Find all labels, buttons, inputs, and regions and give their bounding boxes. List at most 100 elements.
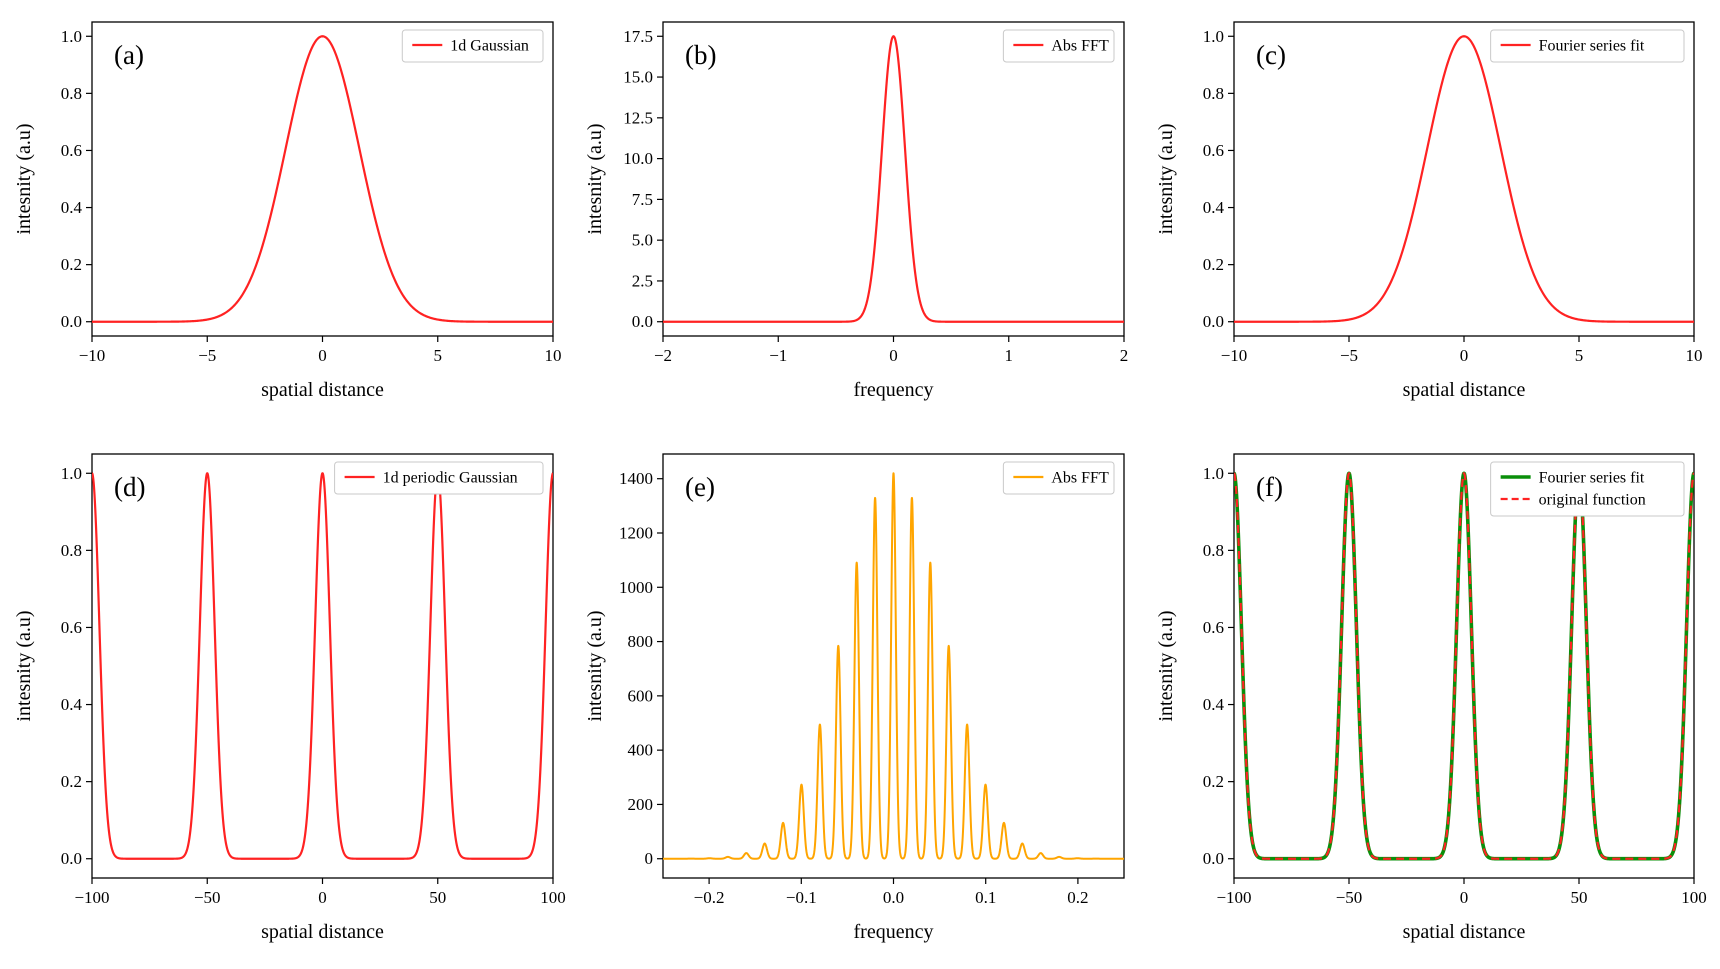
y-tick-label: 200 <box>628 795 654 814</box>
x-tick-label: 0 <box>1460 346 1469 365</box>
panel-d: −100 −50 0 50 100 0.0 0.2 0.4 0.6 0.8 1.0 spatial d… <box>10 438 569 954</box>
x-tick-label: −2 <box>654 346 672 365</box>
y-tick-label: 1.0 <box>1203 27 1224 46</box>
x-tick-label: 5 <box>434 346 443 365</box>
y-tick-label: 0.6 <box>61 141 82 160</box>
axis-ticks-e: −0.2 −0.1 0.0 0.1 0.2 0 200 400 600 800 1000 1200 14… <box>619 469 1089 907</box>
panel-f: −100 −50 0 50 100 0.0 0.2 0.4 0.6 0.8 1.0 spatial d… <box>1152 438 1710 954</box>
y-tick-label: 0.8 <box>1203 541 1224 560</box>
legend-label: 1d periodic Gaussian <box>383 470 518 487</box>
y-tick-label: 1400 <box>619 469 653 488</box>
x-tick-label: −10 <box>79 346 106 365</box>
x-tick-label: 0 <box>318 346 327 365</box>
plot-frame-a <box>91 21 554 337</box>
y-tick-label: 0.0 <box>1203 849 1224 868</box>
panel-label-e: (e) <box>685 472 715 502</box>
xlabel-b: frequency <box>854 379 934 401</box>
y-tick-label: 0.6 <box>1203 141 1224 160</box>
y-tick-label: 1.0 <box>1203 464 1224 483</box>
y-tick-label: 17.5 <box>623 27 653 46</box>
series-line-c-0 <box>1234 35 1694 323</box>
panel-label-f: (f) <box>1256 472 1283 502</box>
y-tick-label: 600 <box>628 686 654 705</box>
x-tick-label: 0.1 <box>975 888 996 907</box>
legend-label: 1d Gaussian <box>450 38 529 55</box>
x-tick-label: 10 <box>1686 346 1703 365</box>
y-tick-label: 0.4 <box>61 198 83 217</box>
chart-d: −100 −50 0 50 100 0.0 0.2 0.4 0.6 0.8 1.0 spatial d… <box>13 453 566 943</box>
series-line-a-0 <box>92 35 553 323</box>
y-tick-label: 7.5 <box>632 190 653 209</box>
x-tick-label: −0.1 <box>786 888 817 907</box>
x-tick-label: −1 <box>769 346 787 365</box>
y-tick-label: 0.8 <box>61 541 82 560</box>
series-line-e-0 <box>663 472 1124 860</box>
series-line-d-0 <box>92 472 553 860</box>
x-tick-label: 50 <box>1571 888 1588 907</box>
x-tick-label: −5 <box>198 346 216 365</box>
chart-b: −2 −1 0 1 2 0.0 2.5 5.0 7.5 10.0 12.5 15.0 17.5 frequ… <box>584 21 1128 401</box>
chart-e: −0.2 −0.1 0.0 0.1 0.2 0 200 400 600 800 1000 1200 14… <box>584 453 1125 943</box>
y-tick-label: 0.4 <box>61 695 83 714</box>
legend-box-e <box>1002 461 1115 495</box>
y-tick-label: 1000 <box>619 578 653 597</box>
y-tick-label: 0.4 <box>1203 198 1225 217</box>
y-tick-label: 0.0 <box>1203 312 1224 331</box>
xlabel-f: spatial distance <box>1403 921 1526 943</box>
x-tick-label: −0.2 <box>694 888 725 907</box>
y-tick-label: 0.2 <box>1203 772 1224 791</box>
series-line-f-0 <box>1234 471 1694 861</box>
x-tick-label: 0.2 <box>1067 888 1088 907</box>
panel-label-b: (b) <box>685 40 716 70</box>
legend-b: Abs FFT <box>1002 29 1115 63</box>
y-tick-label: 5.0 <box>632 231 653 250</box>
legend-box-d <box>334 461 544 495</box>
x-tick-label: −100 <box>1216 888 1251 907</box>
ylabel-b: intesnity (a.u) <box>584 123 606 234</box>
y-tick-label: 0.0 <box>61 312 82 331</box>
y-tick-label: 0.0 <box>61 849 82 868</box>
legend-label: Abs FFT <box>1051 38 1109 55</box>
legend-box-b <box>1002 29 1115 63</box>
legend-box-c <box>1490 29 1685 63</box>
panel-a: −10 −5 0 5 10 0.0 0.2 0.4 0.6 0.8 1.0 spatial dista… <box>10 6 569 412</box>
legend-label: original function <box>1539 492 1646 509</box>
legend-box-a <box>401 29 544 63</box>
xlabel-d: spatial distance <box>261 921 384 943</box>
axis-ticks-a: −10 −5 0 5 10 0.0 0.2 0.4 0.6 0.8 1.0 <box>61 27 562 365</box>
xlabel-e: frequency <box>854 921 934 943</box>
y-tick-label: 800 <box>628 632 654 651</box>
panel-b: −2 −1 0 1 2 0.0 2.5 5.0 7.5 10.0 12.5 15.0 17.5 frequ… <box>581 6 1140 412</box>
legend-label: Abs FFT <box>1051 470 1109 487</box>
plot-frame-b <box>662 21 1125 337</box>
chart-f: −100 −50 0 50 100 0.0 0.2 0.4 0.6 0.8 1.0 spatial d… <box>1155 453 1707 943</box>
y-tick-label: 0.6 <box>61 618 82 637</box>
y-tick-label: 0.8 <box>61 84 82 103</box>
y-tick-label: 12.5 <box>623 108 653 127</box>
panel-label-d: (d) <box>114 472 145 502</box>
x-tick-label: −10 <box>1221 346 1248 365</box>
x-tick-label: 100 <box>540 888 566 907</box>
legend-label: Fourier series fit <box>1539 38 1645 55</box>
x-tick-label: 100 <box>1681 888 1707 907</box>
series-line-f-1 <box>1234 472 1694 860</box>
ylabel-a: intesnity (a.u) <box>13 123 35 234</box>
plot-frame-c <box>1233 21 1695 337</box>
axis-ticks-d: −100 −50 0 50 100 0.0 0.2 0.4 0.6 0.8 1.0 <box>61 464 566 907</box>
x-tick-label: 0 <box>889 346 898 365</box>
legend-label: Fourier series fit <box>1539 470 1645 487</box>
y-tick-label: 1.0 <box>61 27 82 46</box>
y-tick-label: 400 <box>628 741 654 760</box>
x-tick-label: 0 <box>318 888 327 907</box>
x-tick-label: 10 <box>545 346 562 365</box>
ylabel-c: intesnity (a.u) <box>1155 123 1177 234</box>
y-tick-label: 0.4 <box>1203 695 1225 714</box>
axis-ticks-f: −100 −50 0 50 100 0.0 0.2 0.4 0.6 0.8 1.0 <box>1203 464 1707 907</box>
x-tick-label: 50 <box>429 888 446 907</box>
y-tick-label: 0.2 <box>61 772 82 791</box>
y-tick-label: 15.0 <box>623 68 653 87</box>
axis-ticks-b: −2 −1 0 1 2 0.0 2.5 5.0 7.5 10.0 12.5 15.0 17.5 <box>623 27 1128 365</box>
y-tick-label: 10.0 <box>623 149 653 168</box>
chart-c: −10 −5 0 5 10 0.0 0.2 0.4 0.6 0.8 1.0 spatial dista… <box>1155 21 1703 401</box>
panel-e: −0.2 −0.1 0.0 0.1 0.2 0 200 400 600 800 1000 1200 14… <box>581 438 1140 954</box>
